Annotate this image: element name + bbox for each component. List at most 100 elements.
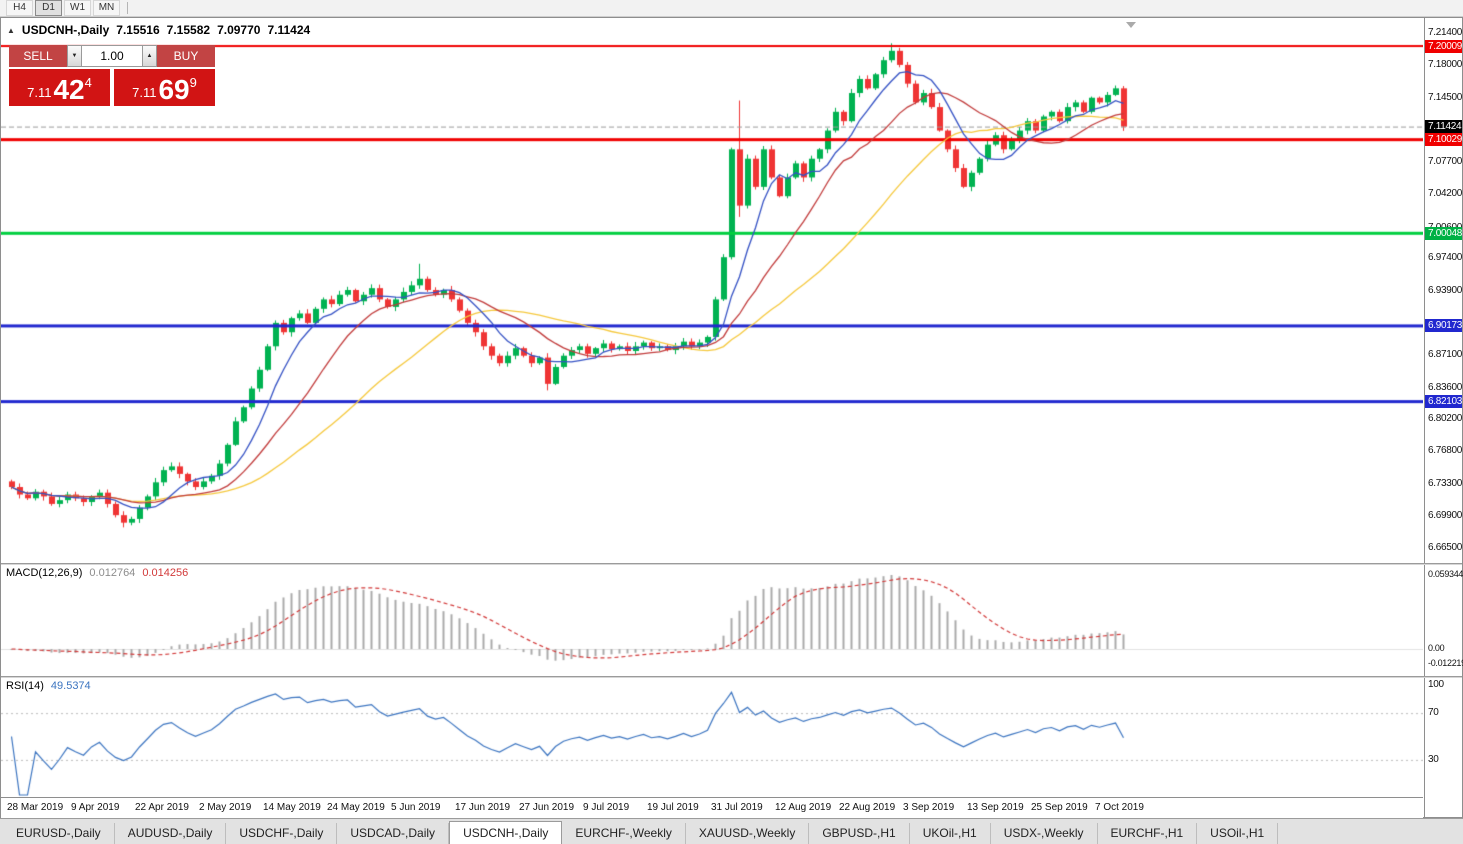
macd-main-value: 0.012764 bbox=[89, 567, 136, 579]
price-tick-label: 6.73300 bbox=[1428, 478, 1463, 490]
volume-input[interactable] bbox=[82, 45, 142, 67]
level-price-badge: 7.10029 bbox=[1425, 133, 1462, 147]
tab-eurchf-h1[interactable]: EURCHF-,H1 bbox=[1098, 823, 1198, 844]
buy-price-prefix: 7.11 bbox=[132, 85, 157, 100]
rsi-label: RSI(14) 49.5374 bbox=[6, 680, 98, 692]
price-tick-label: 6.97400 bbox=[1428, 252, 1463, 264]
date-tick-label: 9 Jul 2019 bbox=[583, 802, 630, 813]
main-chart-panel: ▲ USDCNH-,Daily 7.15516 7.15582 7.09770 … bbox=[1, 18, 1423, 563]
sell-price-box[interactable]: 7.11 42 4 bbox=[9, 69, 110, 106]
price-tick-label: 7.14500 bbox=[1428, 91, 1463, 103]
date-tick-label: 5 Jun 2019 bbox=[391, 802, 441, 813]
date-tick-label: 9 Apr 2019 bbox=[71, 802, 120, 813]
price-tick-label: 6.87100 bbox=[1428, 348, 1463, 360]
rsi-scale-label: 30 bbox=[1428, 754, 1439, 765]
date-tick-label: 3 Sep 2019 bbox=[903, 802, 955, 813]
buy-button[interactable]: BUY bbox=[157, 45, 215, 67]
chart-open-value: 7.15516 bbox=[116, 23, 160, 37]
date-tick-label: 22 Aug 2019 bbox=[839, 802, 896, 813]
price-tick-label: 7.07700 bbox=[1428, 155, 1463, 167]
price-tick-label: 7.18000 bbox=[1428, 58, 1463, 70]
chart-low-value: 7.09770 bbox=[217, 23, 261, 37]
tab-usdcad-daily[interactable]: USDCAD-,Daily bbox=[337, 823, 450, 844]
buy-price-box[interactable]: 7.11 69 9 bbox=[114, 69, 215, 106]
macd-canvas[interactable] bbox=[1, 565, 1423, 676]
toolbar-divider bbox=[127, 2, 128, 14]
tab-usdchf-daily[interactable]: USDCHF-,Daily bbox=[226, 823, 338, 844]
collapse-panel-icon[interactable]: ▲ bbox=[7, 25, 15, 35]
buy-price-main: 69 bbox=[158, 74, 190, 105]
sell-price-main: 42 bbox=[53, 74, 85, 105]
panel-separator[interactable] bbox=[1, 676, 1462, 678]
timeframe-h4-button[interactable]: H4 bbox=[6, 0, 33, 16]
price-tick-label: 7.04200 bbox=[1428, 188, 1463, 200]
tab-gbpusd-h1[interactable]: GBPUSD-,H1 bbox=[809, 823, 910, 844]
volume-decrease-button[interactable]: ▼ bbox=[67, 45, 82, 67]
date-tick-label: 25 Sep 2019 bbox=[1031, 802, 1088, 813]
main-chart-canvas[interactable] bbox=[1, 18, 1423, 563]
level-price-badge: 6.82103 bbox=[1425, 395, 1462, 409]
macd-scale-label: 0.059344 bbox=[1428, 569, 1463, 579]
macd-scale-label: 0.00 bbox=[1428, 643, 1445, 653]
tab-usoil-h1[interactable]: USOil-,H1 bbox=[1197, 823, 1279, 844]
chart-window: ▲ USDCNH-,Daily 7.15516 7.15582 7.09770 … bbox=[0, 17, 1463, 818]
date-tick-label: 19 Jul 2019 bbox=[647, 802, 699, 813]
tab-eurchf-weekly[interactable]: EURCHF-,Weekly bbox=[562, 823, 686, 844]
macd-scale-label: -0.012219 bbox=[1428, 658, 1463, 668]
rsi-value: 49.5374 bbox=[50, 680, 91, 692]
date-tick-label: 22 Apr 2019 bbox=[135, 802, 189, 813]
current-price-badge: 7.11424 bbox=[1425, 120, 1462, 134]
sell-price-prefix: 7.11 bbox=[27, 85, 52, 100]
date-tick-label: 24 May 2019 bbox=[327, 802, 385, 813]
panel-separator[interactable] bbox=[1, 563, 1462, 565]
price-tick-label: 6.83600 bbox=[1428, 381, 1463, 393]
price-tick-label: 6.80200 bbox=[1428, 413, 1463, 425]
volume-increase-button[interactable]: ▲ bbox=[142, 45, 157, 67]
date-tick-label: 7 Oct 2019 bbox=[1095, 802, 1144, 813]
price-tick-label: 6.93900 bbox=[1428, 284, 1463, 296]
tab-ukoil-h1[interactable]: UKOil-,H1 bbox=[910, 823, 991, 844]
macd-label: MACD(12,26,9) 0.012764 0.014256 bbox=[6, 567, 195, 579]
date-tick-label: 2 May 2019 bbox=[199, 802, 252, 813]
price-scale[interactable]: 7.214007.180007.145007.077007.042007.006… bbox=[1424, 18, 1463, 817]
rsi-name: RSI(14) bbox=[6, 680, 44, 692]
tab-xauusd-weekly[interactable]: XAUUSD-,Weekly bbox=[686, 823, 810, 844]
price-tick-label: 6.76800 bbox=[1428, 445, 1463, 457]
sell-button[interactable]: SELL bbox=[9, 45, 67, 67]
time-scale[interactable]: 28 Mar 2019 9 Apr 2019 22 Apr 2019 2 May 20… bbox=[1, 797, 1423, 818]
macd-signal-value: 0.014256 bbox=[142, 567, 189, 579]
date-tick-label: 12 Aug 2019 bbox=[775, 802, 832, 813]
chart-close-value: 7.11424 bbox=[267, 23, 311, 37]
price-tick-label: 6.66500 bbox=[1428, 542, 1463, 553]
tab-eurusd-daily[interactable]: EURUSD-,Daily bbox=[3, 823, 115, 844]
date-tick-label: 17 Jun 2019 bbox=[455, 802, 511, 813]
rsi-scale-label: 70 bbox=[1428, 707, 1439, 718]
tab-audusd-daily[interactable]: AUDUSD-,Daily bbox=[115, 823, 227, 844]
timeframe-toolbar: H4 D1 W1 MN bbox=[0, 0, 1463, 17]
tab-usdx-weekly[interactable]: USDX-,Weekly bbox=[991, 823, 1098, 844]
chart-shift-marker-icon bbox=[1126, 22, 1136, 28]
price-tick-label: 6.69900 bbox=[1428, 510, 1463, 522]
chart-header: ▲ USDCNH-,Daily 7.15516 7.15582 7.09770 … bbox=[7, 23, 317, 37]
buy-price-pip: 9 bbox=[189, 75, 197, 90]
price-tick-label: 7.21400 bbox=[1428, 27, 1463, 38]
timeframe-mn-button[interactable]: MN bbox=[93, 0, 120, 16]
rsi-canvas[interactable] bbox=[1, 678, 1423, 797]
date-tick-label: 27 Jun 2019 bbox=[519, 802, 575, 813]
chart-symbol-period: USDCNH-,Daily bbox=[21, 23, 110, 37]
level-price-badge: 6.90173 bbox=[1425, 319, 1462, 333]
timeframe-w1-button[interactable]: W1 bbox=[64, 0, 91, 16]
macd-panel: MACD(12,26,9) 0.012764 0.014256 bbox=[1, 565, 1423, 676]
level-price-badge: 7.00048 bbox=[1425, 226, 1462, 240]
date-tick-label: 13 Sep 2019 bbox=[967, 802, 1024, 813]
timeframe-d1-button[interactable]: D1 bbox=[35, 0, 62, 16]
date-tick-label: 28 Mar 2019 bbox=[7, 802, 64, 813]
rsi-panel: RSI(14) 49.5374 bbox=[1, 678, 1423, 797]
chart-high-value: 7.15582 bbox=[166, 23, 211, 37]
tab-usdcnh-daily[interactable]: USDCNH-,Daily bbox=[449, 821, 563, 844]
date-tick-label: 31 Jul 2019 bbox=[711, 802, 763, 813]
date-tick-label: 14 May 2019 bbox=[263, 802, 321, 813]
rsi-scale-label: 100 bbox=[1428, 679, 1444, 690]
one-click-trading-panel: SELL ▼ ▲ BUY 7.11 42 4 7.11 69 9 bbox=[9, 45, 215, 106]
